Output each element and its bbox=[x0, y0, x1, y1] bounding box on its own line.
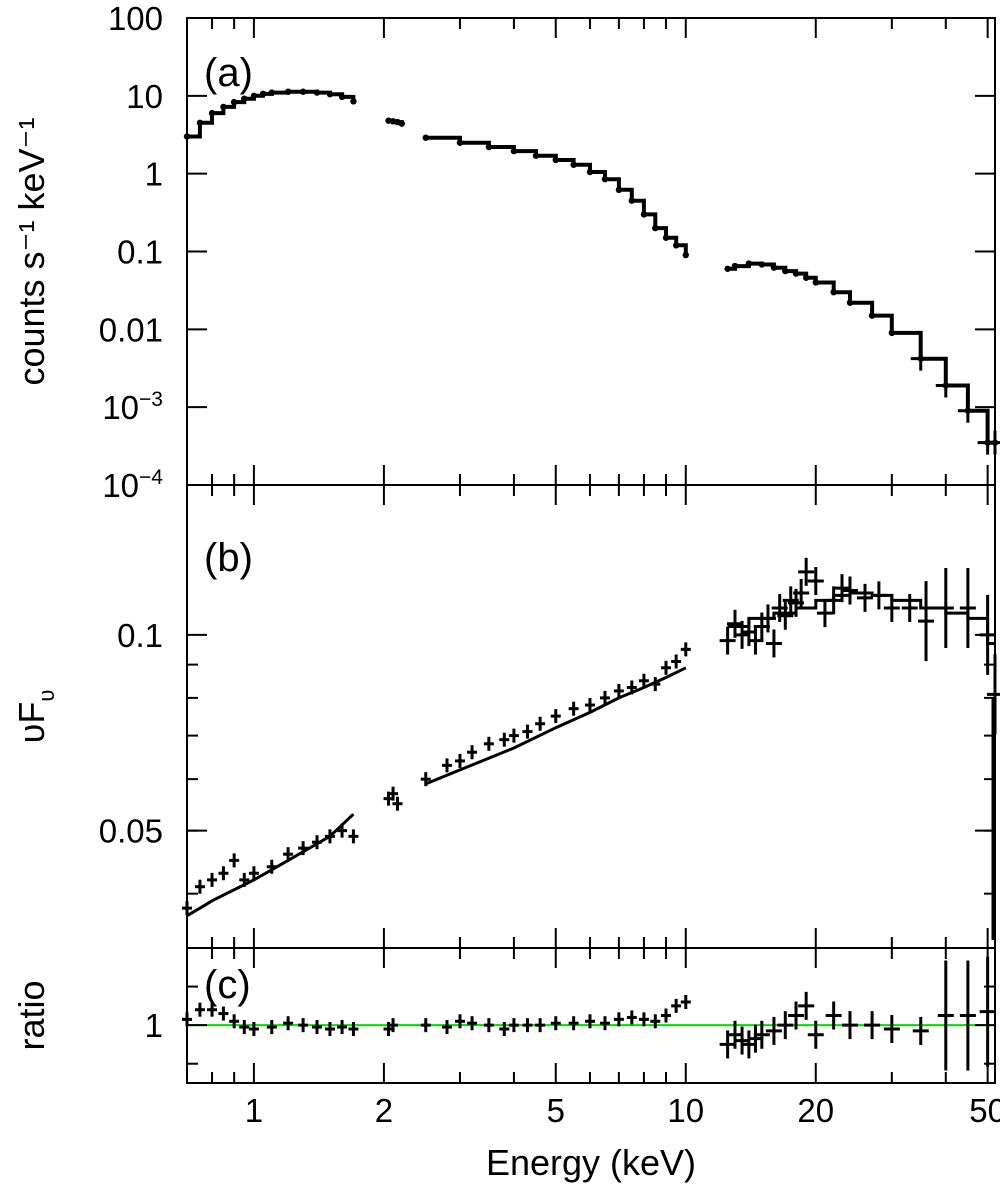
count-point bbox=[615, 186, 623, 194]
count-point bbox=[812, 279, 819, 286]
y-tick-label: 10−4 bbox=[102, 466, 163, 504]
count-point bbox=[326, 90, 334, 98]
count-point bbox=[868, 312, 876, 319]
count-point bbox=[350, 98, 357, 105]
count-line bbox=[425, 135, 688, 256]
series-mid-a bbox=[385, 117, 405, 127]
x-tick-label: 10 bbox=[667, 1092, 704, 1129]
count-point bbox=[268, 89, 275, 96]
count-point bbox=[792, 270, 800, 277]
count-point bbox=[250, 92, 258, 100]
nufnu-points bbox=[182, 557, 1000, 940]
count-point bbox=[640, 211, 648, 218]
count-point bbox=[745, 260, 753, 267]
count-point bbox=[731, 262, 739, 270]
count-point bbox=[552, 156, 559, 164]
y-axis-title: ratio bbox=[11, 980, 52, 1050]
y-axis-title: υFυ bbox=[11, 690, 59, 744]
x-tick-label: 1 bbox=[245, 1092, 263, 1129]
count-point bbox=[230, 98, 238, 106]
count-point bbox=[485, 143, 493, 151]
count-point bbox=[662, 234, 670, 241]
panel-label: (c) bbox=[204, 963, 251, 1007]
y-tick-label: 0.1 bbox=[117, 617, 163, 654]
count-point bbox=[313, 89, 321, 96]
panel-0-axes: 100 10 1 0.1 0.01 10−3 10−4 (a) counts s⁻¹ keV⁻¹ bbox=[11, 0, 996, 504]
y-tick-label: 0.1 bbox=[117, 234, 163, 271]
count-point bbox=[422, 134, 429, 141]
x-tick-label: 50 bbox=[969, 1092, 1000, 1129]
x-tick-label: 5 bbox=[547, 1092, 565, 1129]
panel-2-frame bbox=[186, 947, 996, 1084]
panel-0-frame bbox=[186, 17, 996, 486]
count-point bbox=[628, 197, 636, 204]
y-axis-title-sub: υ bbox=[34, 690, 59, 702]
y-tick-label: 10 bbox=[126, 78, 163, 115]
x-axis-title: Energy (keV) bbox=[486, 1142, 696, 1183]
series-soft bbox=[183, 88, 357, 140]
count-point bbox=[456, 139, 464, 146]
count-point bbox=[782, 267, 789, 275]
y-tick-label: 0.05 bbox=[99, 813, 163, 850]
y-axis-title: counts s⁻¹ keV⁻¹ bbox=[11, 117, 52, 385]
count-point bbox=[601, 175, 609, 183]
nufnu-model bbox=[186, 591, 995, 917]
x-tick-label: 2 bbox=[375, 1092, 393, 1129]
count-point bbox=[510, 147, 518, 155]
count-point bbox=[299, 88, 307, 95]
y-tick-label: 100 bbox=[108, 0, 163, 37]
count-point bbox=[758, 261, 766, 268]
count-point bbox=[682, 251, 689, 259]
count-point bbox=[570, 161, 577, 168]
y-tick-label: 10−3 bbox=[102, 388, 163, 426]
series-mid-b bbox=[422, 134, 689, 259]
y-tick-label: 1 bbox=[145, 156, 163, 193]
count-point bbox=[284, 88, 292, 95]
count-point bbox=[770, 264, 778, 271]
count-point bbox=[888, 329, 896, 337]
count-point bbox=[208, 109, 216, 117]
count-point bbox=[672, 242, 680, 249]
model-line bbox=[727, 591, 995, 645]
count-point bbox=[802, 274, 810, 281]
y-tick-exponent: −4 bbox=[139, 466, 163, 489]
series-hard bbox=[724, 260, 999, 446]
model-line bbox=[186, 813, 355, 917]
count-point bbox=[652, 224, 659, 232]
count-line bbox=[727, 261, 995, 445]
count-point bbox=[846, 299, 854, 306]
panel-1-frame bbox=[186, 484, 996, 949]
x-tick-label: 20 bbox=[797, 1092, 834, 1129]
count-point bbox=[398, 120, 405, 127]
count-point bbox=[532, 152, 540, 159]
y-tick-exponent: −3 bbox=[139, 388, 163, 411]
model-line bbox=[425, 666, 687, 786]
count-point bbox=[220, 103, 227, 111]
y-tick-label: 0.01 bbox=[99, 311, 163, 348]
count-point bbox=[259, 90, 267, 98]
data-layer bbox=[182, 88, 1000, 1071]
panel-label: (a) bbox=[204, 51, 253, 95]
count-point bbox=[338, 93, 346, 101]
panel-label: (b) bbox=[204, 536, 253, 580]
panel-1-axes: 0.1 0.05 (b) υFυ bbox=[11, 484, 996, 949]
panel-2-axes: 1 (c) ratio bbox=[11, 947, 996, 1084]
count-point bbox=[241, 95, 248, 102]
count-point bbox=[830, 288, 837, 296]
y-tick-label: 1 bbox=[145, 1007, 163, 1044]
ratio-points bbox=[182, 956, 996, 1071]
count-point bbox=[586, 168, 594, 176]
count-point bbox=[196, 119, 204, 127]
count-point bbox=[724, 265, 731, 272]
